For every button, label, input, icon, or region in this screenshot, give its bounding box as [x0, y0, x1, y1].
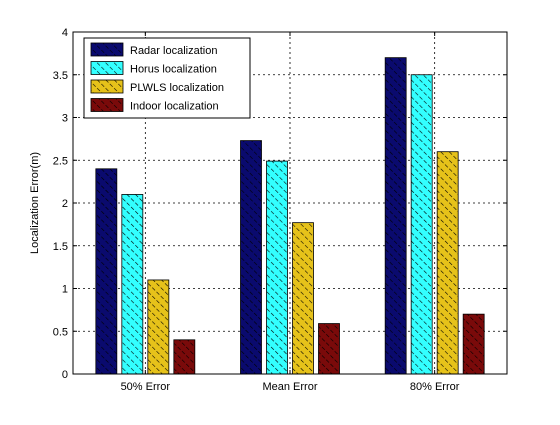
y-tick-label: 3.5 — [53, 70, 68, 82]
x-tick-label: 80% Error — [410, 381, 460, 393]
legend-label: PLWLS localization — [130, 82, 224, 94]
y-tick-label: 2.5 — [53, 155, 68, 167]
bar-hatch — [292, 222, 314, 375]
y-tick-label: 3 — [62, 113, 68, 125]
bar-hatch — [121, 194, 144, 375]
axis-layer — [72, 31, 508, 375]
legend-swatch-hatch — [90, 42, 124, 57]
y-tick-label: 1.5 — [53, 241, 68, 253]
bar-hatch — [147, 279, 170, 375]
legend-swatch-hatch — [90, 79, 124, 94]
bar-hatch — [173, 339, 196, 375]
legend: Radar localization Horus localization PLWL… — [83, 37, 251, 119]
y-tick-label: 1 — [62, 284, 68, 296]
x-tick-label: 50% Error — [121, 381, 171, 393]
y-tick-label: 0.5 — [53, 326, 68, 338]
tick-layer: 0 0.5 1 1.5 2 2.5 3 3.5 4 50% Error Mean Error 80% … — [53, 27, 460, 393]
axes-box — [72, 31, 508, 375]
grid-layer — [73, 32, 507, 374]
legend-label: Indoor localization — [130, 101, 219, 113]
bar-layer — [95, 57, 485, 375]
bar-hatch — [384, 57, 407, 375]
legend-label: Horus localization — [130, 64, 217, 76]
x-tick-label: Mean Error — [262, 381, 317, 393]
legend-label: Radar localization — [130, 45, 217, 57]
bar-hatch — [240, 140, 262, 375]
y-axis-label: Localization Error(m) — [29, 152, 41, 254]
y-tick-label: 0 — [62, 369, 68, 381]
y-tick-label: 2 — [62, 198, 68, 210]
bar-hatch — [318, 323, 340, 375]
bar-hatch — [436, 151, 459, 375]
bar-hatch — [462, 313, 485, 375]
bar-hatch — [410, 74, 433, 375]
legend-swatch-hatch — [90, 98, 124, 112]
legend-swatch-hatch — [90, 61, 124, 75]
y-tick-label: 4 — [62, 27, 68, 39]
bar-hatch — [266, 160, 288, 375]
bar-hatch — [95, 168, 118, 375]
